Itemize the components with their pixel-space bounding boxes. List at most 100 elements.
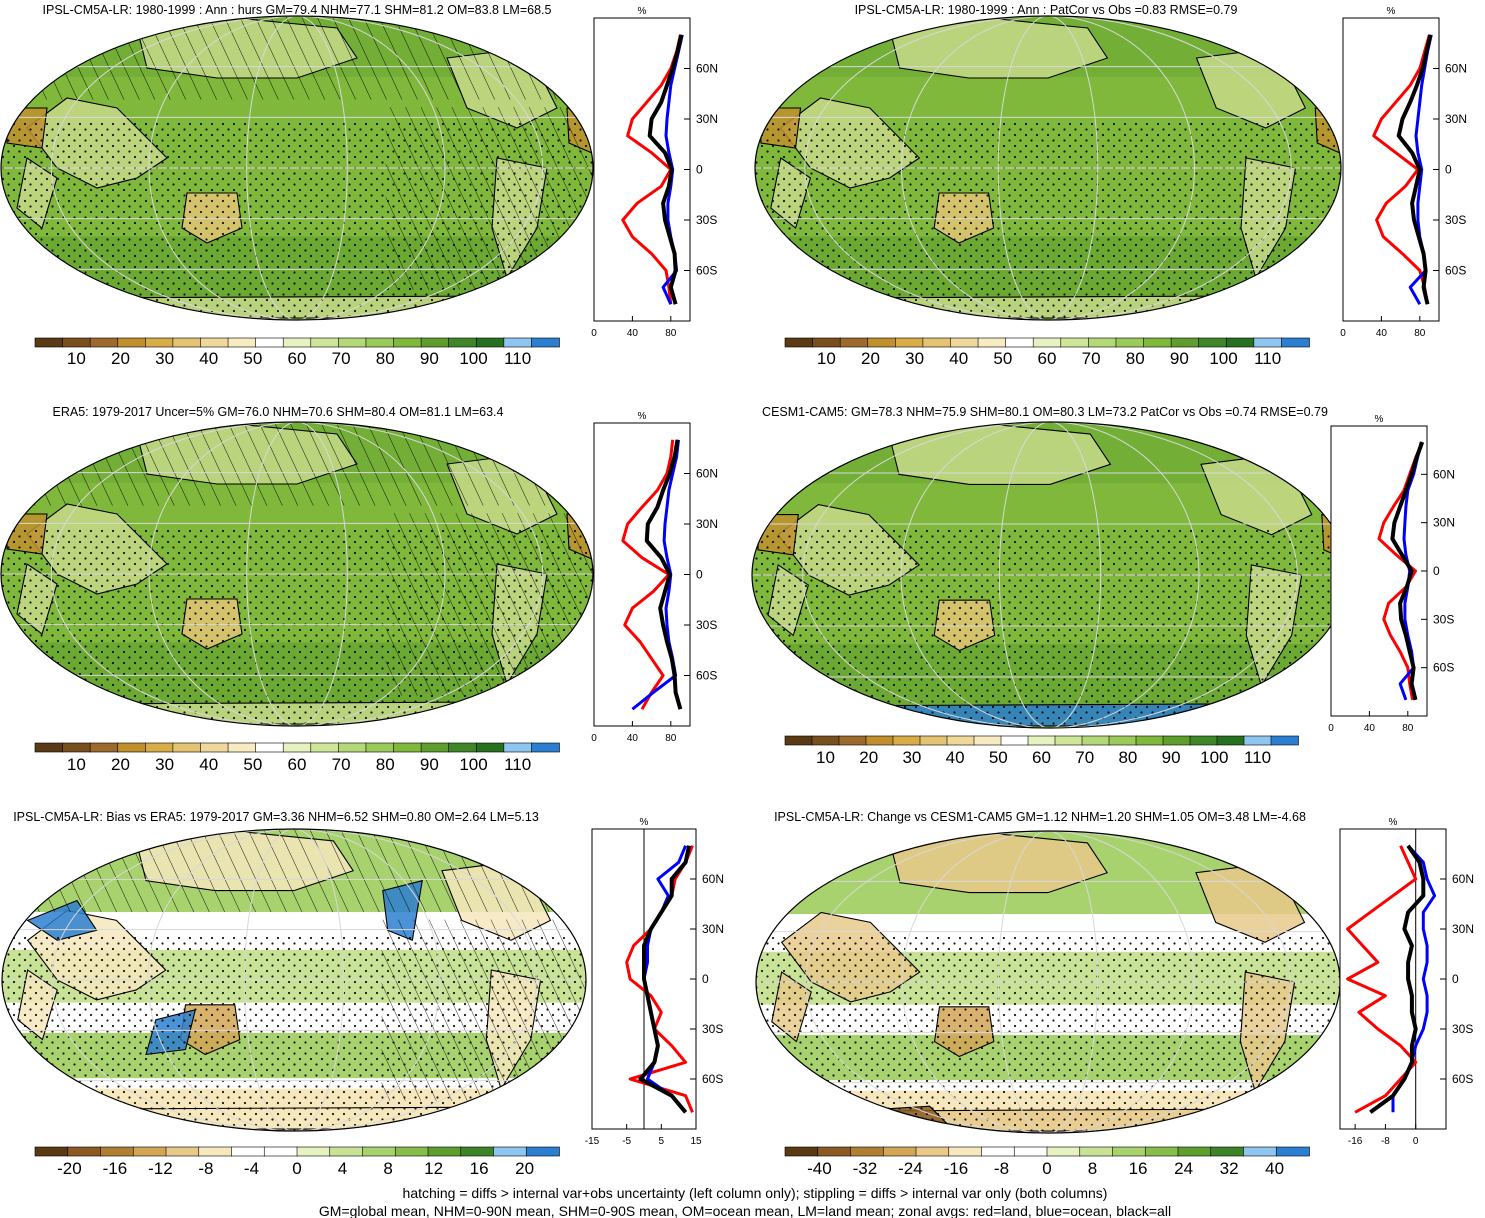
- panel-reanalysis: ERA5: 1979-2017 Uncer=5% GM=76.0 NHM=70.…: [0, 405, 718, 774]
- colorbar-label: 10: [67, 349, 86, 368]
- colorbar: 10 20 30 40 50 60 70 80 90 100 110: [34, 337, 560, 368]
- map-border: [0, 421, 594, 727]
- graticule-lon: [998, 422, 1102, 728]
- hatching-north: [1, 422, 593, 506]
- colorbar-box: [34, 742, 64, 753]
- colorbar-box: [1198, 337, 1228, 348]
- colorbar-label: 40: [949, 349, 968, 368]
- colorbar-box: [1225, 337, 1255, 348]
- panel-title: ERA5: 1979-2017 Uncer=5% GM=76.0 NHM=70.…: [53, 405, 504, 419]
- colorbar-box: [1088, 337, 1117, 348]
- colorbar-box: [1162, 735, 1191, 746]
- colorbar-label: 20: [515, 1159, 534, 1178]
- colorbar-box: [200, 742, 229, 753]
- colorbar-label: 90: [1170, 349, 1189, 368]
- hatching-north: [2, 829, 586, 913]
- graticule-lon: [246, 16, 348, 320]
- zonal-unit: %: [638, 6, 647, 17]
- colorbar-box: [420, 337, 450, 348]
- zonal-xtick-label: -16: [1348, 1136, 1363, 1147]
- colorbar-box: [329, 1146, 364, 1157]
- colorbar-box: [1081, 735, 1110, 746]
- zonal-ytick-label: 30N: [702, 922, 724, 936]
- colorbar-label: 32: [1220, 1159, 1239, 1178]
- zonal-ytick-label: 0: [1445, 163, 1452, 177]
- zonal-ytick-label: 30N: [696, 112, 718, 126]
- colorbar-box: [838, 735, 867, 746]
- zonal-ytick-label: 30S: [1445, 213, 1466, 227]
- colorbar-box: [172, 337, 202, 348]
- colorbar-box: [1253, 337, 1283, 348]
- colorbar-box: [62, 742, 91, 753]
- colorbar-box: [784, 1146, 819, 1157]
- zonal-ytick-label: 60S: [1452, 1072, 1473, 1086]
- graticule-lon: [802, 422, 1298, 728]
- colorbar-box: [892, 735, 921, 746]
- colorbar-box: [231, 1146, 266, 1157]
- zonal-panel: % 60N 30N 0 30S 60S 0 40 80: [591, 411, 718, 744]
- colorbar-box: [393, 742, 422, 753]
- colorbar-box: [850, 1146, 885, 1157]
- colorbar-box: [310, 742, 340, 753]
- zonal-panel: % 60N 30N 0 30S 60S -15 -5 5 15: [585, 817, 724, 1147]
- zonal-ytick-label: 30S: [696, 213, 717, 227]
- colorbar-label: 60: [288, 755, 307, 774]
- zonal-frame: [1339, 828, 1447, 1130]
- colorbar-label: 70: [1075, 748, 1094, 767]
- zonal-xtick-label: 80: [665, 733, 677, 744]
- graticule-lon: [997, 16, 1099, 320]
- colorbar-label: 60: [1038, 349, 1057, 368]
- colorbar-box: [977, 337, 1007, 348]
- panel-change: IPSL-CM5A-LR: Change vs CESM1-CAM5 GM=1.…: [755, 810, 1474, 1178]
- zonal-ytick-label: 30N: [1433, 516, 1455, 530]
- colorbar-label: 40: [199, 755, 218, 774]
- colorbar-box: [227, 337, 257, 348]
- zonal-ytick-label: 60N: [696, 467, 718, 481]
- zonal-xtick-label: 40: [627, 733, 639, 744]
- colorbar-label: 30: [155, 755, 174, 774]
- graticule-lon: [901, 831, 1195, 1133]
- colorbar-box: [1135, 735, 1164, 746]
- zonal-ytick-label: 30N: [696, 517, 718, 531]
- colorbar-label: -20: [57, 1159, 82, 1178]
- colorbar-box: [981, 1146, 1016, 1157]
- graticule: [755, 16, 1341, 320]
- zonal-ytick-label: 0: [702, 972, 709, 986]
- stippling: [752, 529, 1348, 728]
- colorbar-box: [362, 1146, 397, 1157]
- zonal-ytick-label: 30N: [1452, 922, 1474, 936]
- colorbar-box: [282, 742, 312, 753]
- stippling: [755, 122, 1341, 320]
- colorbar-box: [895, 337, 924, 348]
- colorbar-box: [1060, 337, 1090, 348]
- graticule-lon: [900, 422, 1200, 728]
- zonal-ytick-label: 60S: [696, 264, 717, 278]
- colorbar-box: [448, 337, 478, 348]
- zonal-ytick-label: 30S: [696, 618, 717, 632]
- footer-line-1: hatching = diffs > internal var+obs unce…: [403, 1185, 1108, 1201]
- colorbar-box: [1032, 337, 1062, 348]
- colorbar-label: 50: [993, 349, 1012, 368]
- zonal-xtick-label: 80: [665, 328, 677, 339]
- colorbar-box: [1144, 1146, 1179, 1157]
- colorbar-label: 70: [332, 349, 351, 368]
- colorbar-label: 10: [817, 349, 836, 368]
- zonal-panel: % 60N 30N 0 30S 60S 0 40 80: [591, 6, 718, 339]
- colorbar-box: [867, 337, 897, 348]
- colorbar-label: 90: [420, 755, 439, 774]
- colorbar-box: [525, 1146, 560, 1157]
- colorbar-label: 40: [199, 349, 218, 368]
- zonal-xtick-label: 40: [1376, 328, 1388, 339]
- colorbar-box: [1281, 337, 1310, 348]
- colorbar-label: 80: [376, 755, 395, 774]
- colorbar-box: [915, 1146, 950, 1157]
- colorbar-box: [89, 742, 119, 753]
- colorbar-label: -16: [103, 1159, 128, 1178]
- colorbar-box: [296, 1146, 331, 1157]
- colorbar-box: [1005, 337, 1035, 348]
- colorbar-box: [198, 1146, 233, 1157]
- graticule: [2, 829, 586, 1131]
- graticule-lon: [805, 831, 1291, 1133]
- graticule-lon: [50, 16, 544, 320]
